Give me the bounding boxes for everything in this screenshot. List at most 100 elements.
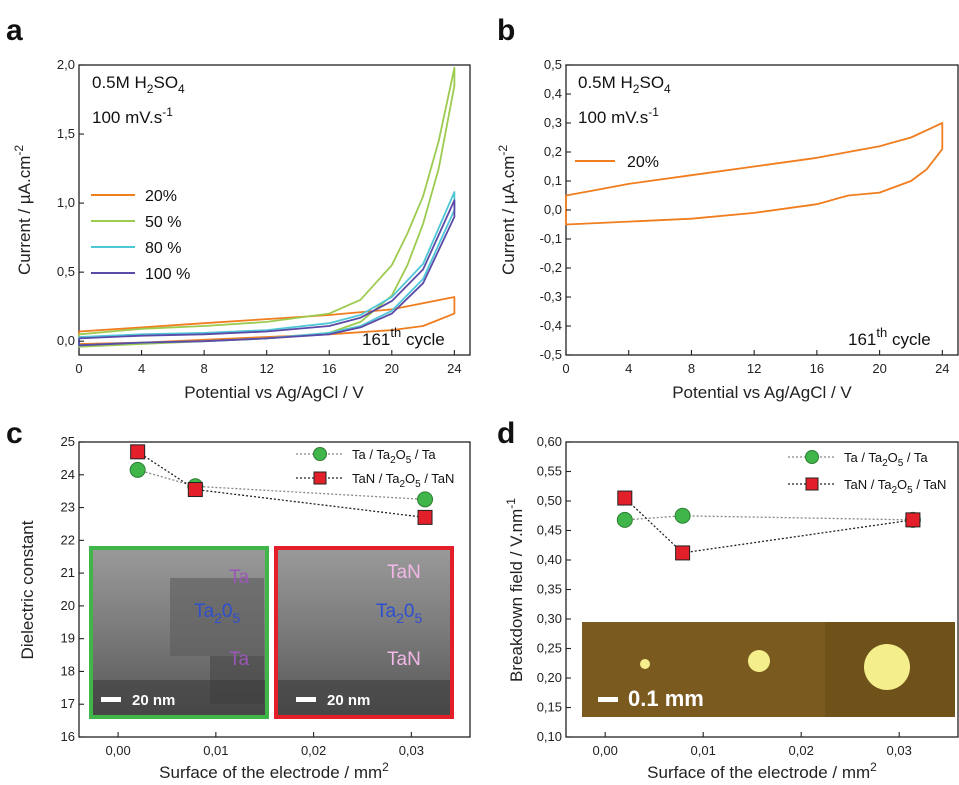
panel-a-electrolyte: 0.5M H2SO4 [92,73,185,96]
c-point-1-2 [417,509,433,525]
inset-ta-layer [170,578,264,656]
inset-electrode-small [640,659,650,669]
panel-label-c: c [6,417,23,450]
inset-tan-scalebar [296,697,316,702]
b-xtick-label: 4 [625,361,632,376]
legend-c-tan-marker [313,471,327,485]
d-point-0-1 [674,507,691,524]
c-ytick-label: 18 [61,663,75,678]
panel-c-xlabel: Surface of the electrode / mm2 [159,760,389,782]
inset-ta-scalebar [101,697,121,702]
d-ytick-label: 0,35 [537,582,562,597]
inset-ta-top-label: Ta [229,567,250,588]
a-xtick-label: 4 [138,361,145,376]
a-xtick-label: 12 [259,361,273,376]
panel-b-chart: 0 4 8 12 16 20 24 -0,5 -0,4 -0,3 -0,2 -0,1 0,0 0,1 0,… [496,57,959,402]
c-ytick-label: 19 [61,631,75,646]
legend-c-tan-label: TaN / Ta2O5 / TaN [352,471,454,490]
b-xtick-label: 20 [872,361,886,376]
panel-b-cycle: 161th cycle [848,325,931,349]
d-point-0-0 [616,511,633,528]
c-ytick-label: 21 [61,565,75,580]
legend-c-ta-marker [313,447,327,461]
panel-c-frame [78,441,471,738]
b-ytick-label: 0,3 [544,115,562,130]
inset-tan-top-label: TaN [387,562,421,583]
panel-a-xlabel: Potential vs Ag/AgCl / V [184,383,364,402]
b-ytick-label: -0,2 [540,260,562,275]
panel-c-chart: 0,00 0,01 0,02 0,03 16 17 18 19 20 21 22 23 24 25 Ta… [18,434,471,782]
c-ytick-label: 24 [61,467,75,482]
b-ytick-label: 0,0 [544,202,562,217]
d-ytick-label: 0,55 [537,464,562,479]
panel-a-chart: 0 4 8 12 16 20 24 0,0 0,5 1,0 1,5 2,0 Potential vs… [12,57,471,402]
b-xtick-label: 16 [810,361,824,376]
inset-ta-mid-label: Ta205 [194,601,240,626]
d-point-1-1 [675,545,691,561]
inset-electrode-medium [748,650,770,672]
panel-b-legend: 20% [575,154,659,171]
c-ytick-label: 25 [61,434,75,449]
c-xtick-label: 0,03 [399,743,424,758]
legend-label-50: 50 % [145,214,181,231]
d-ytick-label: 0,45 [537,523,562,538]
b-xtick-label: 24 [935,361,949,376]
a-xtick-label: 8 [201,361,208,376]
c-ytick-label: 17 [61,696,75,711]
b-ytick-label: -0,4 [540,318,562,333]
d-ytick-label: 0,60 [537,434,562,449]
panel-a-scan-rate: 100 mV.s-1 [92,105,173,127]
c-series-line-0 [137,469,426,501]
d-xtick-label: 0,02 [789,743,814,758]
panel-d-legend: Ta / Ta2O5 / Ta TaN / Ta2O5 / TaN [788,450,946,496]
a-ytick-label: 1,0 [57,195,75,210]
panel-a-cycle: 161th cycle [362,325,445,349]
d-point-1-0 [617,490,633,506]
b-xtick-label: 8 [688,361,695,376]
d-series-line-0 [624,515,913,521]
d-ytick-label: 0,40 [537,552,562,567]
panel-d-chart: 0,00 0,01 0,02 0,03 0,10 0,15 0,20 0,25 0,30 0,3… [504,434,959,782]
inset-tan-scale-label: 20 nm [327,692,370,709]
panel-d-inset: 0.1 mm [582,622,955,717]
d-xtick-label: 0,01 [691,743,716,758]
panel-label-b: b [497,14,515,47]
b-ytick-label: -0,3 [540,289,562,304]
b-ytick-label: 0,1 [544,173,562,188]
legend-d-ta-marker [805,450,819,464]
a-ytick-label: 1,5 [57,126,75,141]
a-ytick-label: 0,5 [57,264,75,279]
panel-c-inset-ta: Ta Ta205 Ta 20 nm [89,546,269,719]
b-ytick-label: 0,4 [544,86,562,101]
inset-d-scalebar [598,697,618,702]
c-point-0-2 [417,491,434,508]
c-xtick-label: 0,00 [105,743,130,758]
a-cv-curve-3 [78,199,456,347]
b-ytick-label: 0,2 [544,144,562,159]
panel-label-a: a [6,14,23,47]
inset-tan-mid-label: Ta205 [376,601,422,626]
inset-electrode-large [864,644,910,690]
c-point-0-0 [129,461,146,478]
legend-c-ta-label: Ta / Ta2O5 / Ta [352,447,436,466]
b-ytick-label: 0,5 [544,57,562,72]
d-ytick-label: 0,50 [537,493,562,508]
b-ytick-label: -0,5 [540,347,562,362]
panel-label-d: d [497,417,515,450]
d-xtick-label: 0,03 [887,743,912,758]
c-ytick-label: 20 [61,598,75,613]
c-ytick-label: 16 [61,729,75,744]
c-point-1-0 [130,444,146,460]
c-xtick-label: 0,02 [301,743,326,758]
d-ytick-label: 0,30 [537,611,562,626]
panel-a-legend: 20% 50 % 80 % 100 % [91,188,190,283]
inset-tan-bottom-label: TaN [387,649,421,670]
c-ytick-label: 23 [61,500,75,515]
c-ytick-label: 22 [61,532,75,547]
b-ytick-label: -0,1 [540,231,562,246]
legend-label-80: 80 % [145,240,181,257]
c-point-1-1 [187,482,203,498]
inset-ta-bottom-label: Ta [229,649,250,670]
b-xtick-label: 12 [747,361,761,376]
b-cv-curve-0 [565,122,944,226]
